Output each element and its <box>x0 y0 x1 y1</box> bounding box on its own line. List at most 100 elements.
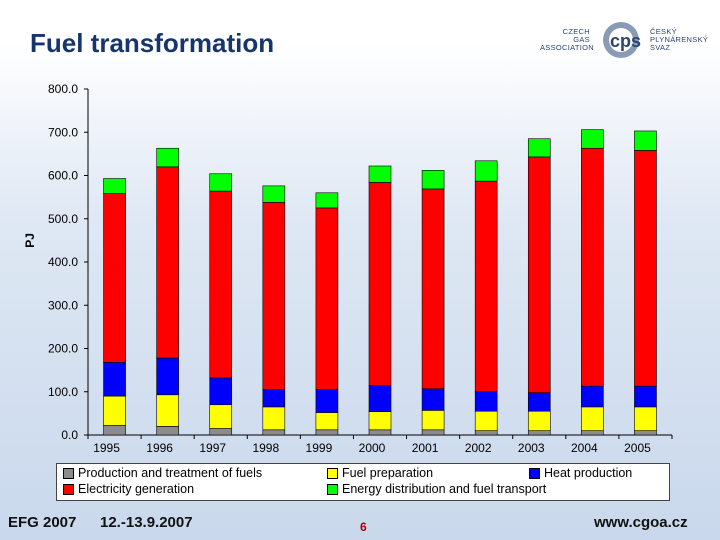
legend-label-heat: Heat production <box>544 466 633 480</box>
y-axis-label: PJ <box>23 233 37 248</box>
bar-segment-2001-2 <box>421 388 445 411</box>
logo: CZECH GAS ASSOCIATION cps ČESKÝ PLYNÁRENSKÝ… <box>540 20 709 70</box>
bar-segment-2005-1 <box>634 406 657 431</box>
bar-segment-1996-4 <box>156 147 179 168</box>
bar-segment-2002-2 <box>474 391 498 412</box>
legend-item-distribution: Energy distribution and fuel transport <box>327 482 546 496</box>
x-tick-label: 2000 <box>359 441 386 455</box>
legend-label-production: Production and treatment of fuels <box>78 466 263 480</box>
bar-segment-1997-3 <box>209 190 233 379</box>
bar-segment-2003-2 <box>527 392 551 412</box>
y-tick-label: 800.0 <box>48 82 78 96</box>
bar-segment-2005-3 <box>634 150 657 387</box>
svg-text:cps: cps <box>610 31 641 51</box>
chart-bars <box>103 129 657 436</box>
bar-segment-1999-4 <box>315 192 339 209</box>
bar-segment-1998-0 <box>262 429 286 436</box>
legend-label-distribution: Energy distribution and fuel transport <box>342 482 547 496</box>
bar-segment-2001-1 <box>421 410 445 431</box>
legend-label-electricity: Electricity generation <box>78 482 195 496</box>
bar-segment-2002-0 <box>474 430 498 436</box>
x-tick-label: 1995 <box>93 441 120 455</box>
x-tick-label: 1996 <box>146 441 173 455</box>
bar-segment-1998-1 <box>262 406 286 431</box>
logo-left-text: CZECH GAS ASSOCIATION <box>540 27 595 52</box>
bar-segment-2003-3 <box>527 156 551 393</box>
x-tick-label: 2004 <box>571 441 598 455</box>
y-tick-label: 400.0 <box>48 255 78 269</box>
bar-segment-1996-1 <box>156 394 179 427</box>
bar-segment-1997-2 <box>209 377 233 406</box>
x-tick-label: 1999 <box>306 441 333 455</box>
bar-segment-2003-1 <box>527 410 551 431</box>
bar-segment-1998-4 <box>262 185 286 203</box>
cps-logo-icon: cps <box>603 22 641 58</box>
bar-segment-1999-2 <box>315 389 339 413</box>
x-tick-label: 2003 <box>518 441 545 455</box>
y-tick-label: 0.0 <box>61 428 78 442</box>
bar-segment-2002-4 <box>474 160 498 182</box>
bar-segment-2001-4 <box>421 170 445 190</box>
bar-segment-1996-0 <box>156 426 179 436</box>
legend-swatch-production <box>63 467 74 479</box>
bar-segment-2004-3 <box>581 147 604 387</box>
bar-segment-1995-3 <box>103 193 126 363</box>
page-title: Fuel transformation <box>30 28 275 58</box>
x-tick-label: 2002 <box>465 441 492 455</box>
footer-dates: 12.-13.9.2007 <box>100 514 193 531</box>
footer-url[interactable]: www.cgoa.cz <box>594 514 688 531</box>
bar-segment-1997-0 <box>209 428 233 436</box>
stacked-bar-chart: 0.0 100.0 200.0 300.0 400.0 500.0 600.0 700.0 80… <box>23 82 673 455</box>
bar-segment-1998-3 <box>262 202 286 390</box>
legend-item-heat: Heat production <box>529 466 632 480</box>
bar-segment-1999-1 <box>315 412 339 431</box>
bar-segment-1999-3 <box>315 207 339 390</box>
bar-segment-2000-2 <box>368 385 392 412</box>
x-tick-label: 1998 <box>252 441 279 455</box>
legend-item-production: Production and treatment of fuels <box>63 466 262 480</box>
bar-segment-1997-1 <box>209 404 233 429</box>
bar-segment-1996-2 <box>156 357 179 396</box>
bar-segment-2004-2 <box>581 385 604 408</box>
footer-page-number: 6 <box>360 520 367 534</box>
bar-segment-1995-2 <box>103 362 126 397</box>
logo-right-text: ČESKÝ PLYNÁRENSKÝ SVAZ <box>650 27 709 52</box>
y-tick-label: 300.0 <box>48 298 78 312</box>
chart-labels: 0.0 100.0 200.0 300.0 400.0 500.0 600.0 700.0 80… <box>23 82 651 455</box>
bar-segment-1995-1 <box>103 395 126 426</box>
y-tick-label: 500.0 <box>48 212 78 226</box>
bar-segment-2000-1 <box>368 411 392 431</box>
bar-segment-1995-4 <box>103 178 126 194</box>
y-tick-label: 100.0 <box>48 385 78 399</box>
x-tick-label: 2005 <box>624 441 651 455</box>
bar-segment-2000-3 <box>368 182 392 386</box>
bar-segment-2004-1 <box>581 406 604 431</box>
y-tick-label: 700.0 <box>48 125 78 139</box>
legend-swatch-fuel-prep <box>327 467 338 479</box>
x-tick-label: 1997 <box>199 441 226 455</box>
x-tick-label: 2001 <box>412 441 439 455</box>
legend-item-electricity: Electricity generation <box>63 482 194 496</box>
bar-segment-2002-3 <box>474 180 498 393</box>
legend-swatch-distribution <box>327 483 338 495</box>
bar-segment-2001-3 <box>421 188 445 390</box>
legend-swatch-heat <box>529 467 540 479</box>
bar-segment-2000-0 <box>368 429 392 436</box>
bar-segment-2003-0 <box>527 430 551 436</box>
bar-segment-2004-0 <box>581 430 604 436</box>
bar-segment-2002-1 <box>474 410 498 431</box>
bar-segment-2003-4 <box>527 138 551 158</box>
bar-segment-2004-4 <box>581 129 604 149</box>
bar-segment-1995-0 <box>103 425 126 436</box>
bar-segment-2001-0 <box>421 429 445 436</box>
bar-segment-1997-4 <box>209 173 233 192</box>
bar-segment-2005-2 <box>634 385 657 408</box>
bar-segment-2005-4 <box>634 130 657 151</box>
chart-legend: Production and treatment of fuels Fuel p… <box>56 463 670 501</box>
bar-segment-1996-3 <box>156 166 179 359</box>
legend-item-fuel-prep: Fuel preparation <box>327 466 433 480</box>
y-tick-label: 200.0 <box>48 342 78 356</box>
footer-event: EFG 2007 <box>8 514 77 531</box>
legend-label-fuel-prep: Fuel preparation <box>342 466 434 480</box>
bar-segment-1998-2 <box>262 389 286 408</box>
